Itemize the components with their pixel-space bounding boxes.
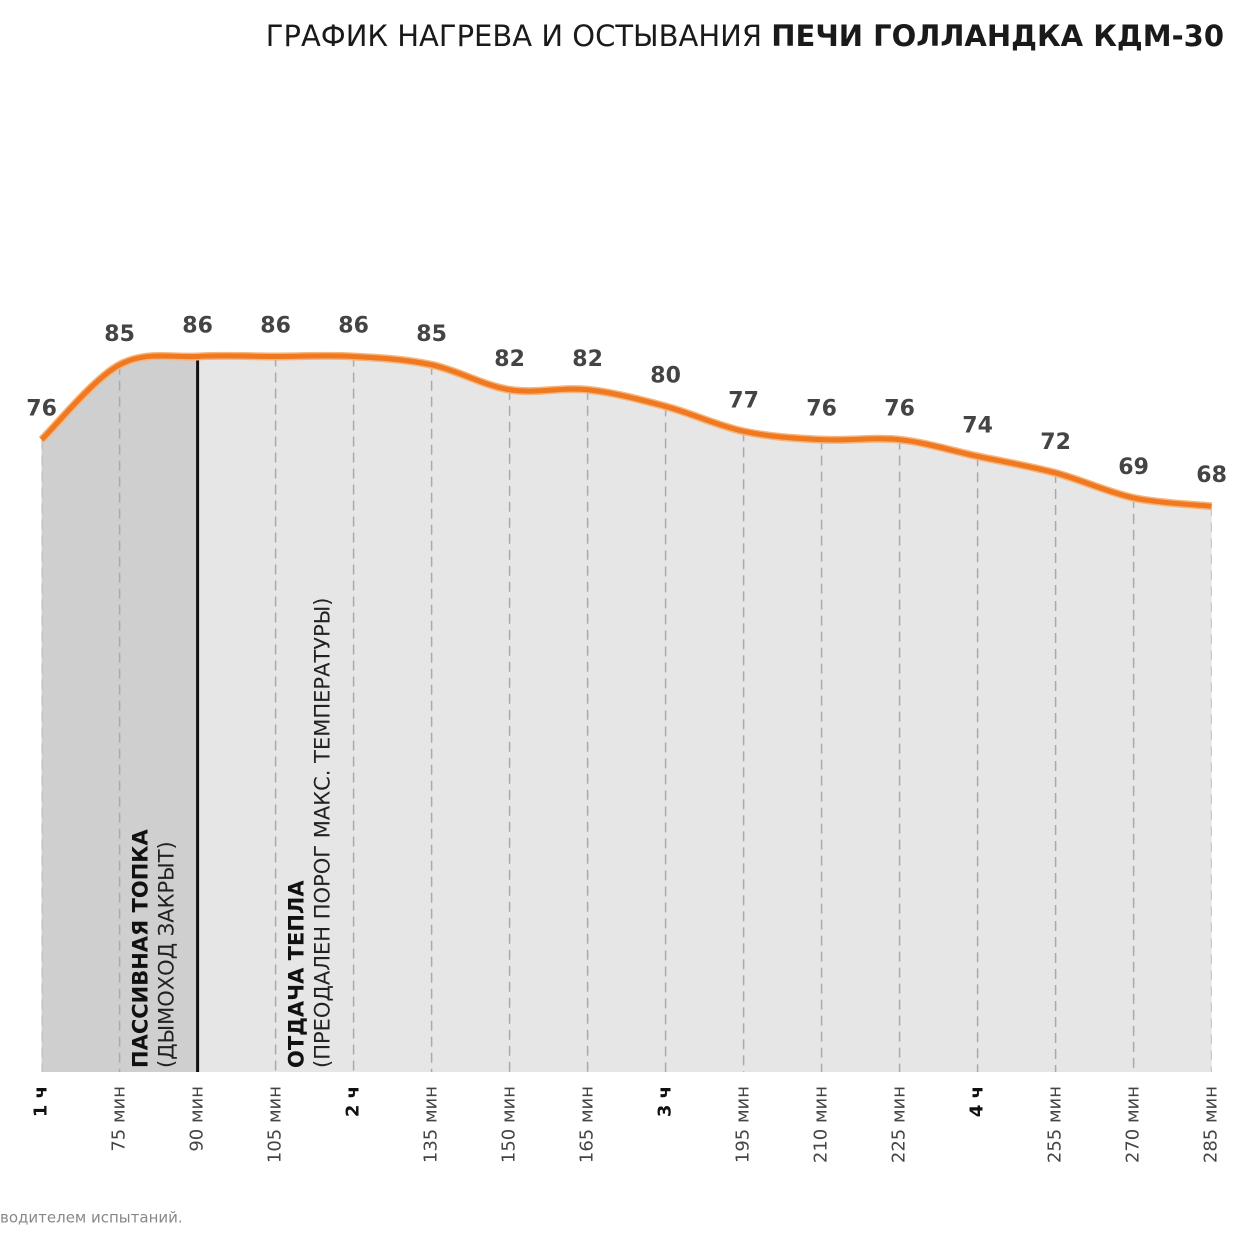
- x-tick-label: 195 мин: [733, 1086, 754, 1163]
- value-label: 76: [884, 397, 915, 422]
- x-tick-label: 270 мин: [1123, 1086, 1144, 1163]
- value-label: 85: [416, 322, 447, 347]
- area: [41, 355, 1212, 1072]
- x-tick-label: 255 мин: [1045, 1086, 1066, 1163]
- value-label: 86: [182, 313, 213, 338]
- annotation-title: ПАССИВНАЯ ТОПКА: [129, 829, 153, 1068]
- x-tick-label: 135 мин: [421, 1086, 442, 1163]
- annotation-text: (ДЫМОХОД ЗАКРЫТ): [155, 841, 179, 1068]
- value-label: 85: [104, 322, 135, 347]
- value-label: 77: [728, 388, 759, 413]
- x-tick-label: 4 ч: [967, 1086, 988, 1117]
- x-tick-label: 3 ч: [655, 1086, 676, 1117]
- value-label: 82: [494, 347, 525, 372]
- value-label: 69: [1118, 455, 1149, 480]
- x-tick-label: 165 мин: [577, 1086, 598, 1163]
- chart-title: ГРАФИК НАГРЕВА И ОСТЫВАНИЯ ПЕЧИ ГОЛЛАНДК…: [266, 19, 1224, 53]
- title-bold: ПЕЧИ ГОЛЛАНДКА КДМ-30: [771, 19, 1224, 53]
- value-label: 82: [572, 347, 603, 372]
- x-tick-label: 210 мин: [811, 1086, 832, 1163]
- value-label: 86: [338, 313, 369, 338]
- x-tick-label: 150 мин: [499, 1086, 520, 1163]
- shaded-region: [41, 355, 198, 1072]
- x-tick-label: 75 мин: [109, 1086, 130, 1152]
- x-tick-label: 105 мин: [265, 1086, 286, 1163]
- line: [39, 353, 1212, 509]
- value-label: 74: [962, 413, 993, 438]
- title-part: ГРАФИК НАГРЕВА И ОСТЫВАНИЯ: [266, 19, 762, 53]
- x-tick-label: 285 мин: [1201, 1086, 1222, 1163]
- annotation-text: (ПРЕОДАЛЕН ПОРОГ МАКС. ТЕМПЕРАТУРЫ): [311, 598, 335, 1068]
- footnote: водителем испытаний.: [0, 1209, 183, 1227]
- value-label: 76: [26, 397, 57, 422]
- x-tick-label: 2 ч: [343, 1086, 364, 1117]
- value-label: 68: [1196, 463, 1227, 488]
- value-label: 72: [1040, 430, 1071, 455]
- value-label: 76: [806, 397, 837, 422]
- x-tick-label: 225 мин: [889, 1086, 910, 1163]
- value-label: 86: [260, 313, 291, 338]
- x-tick-label: 1 ч: [31, 1086, 52, 1117]
- annotation-title: ОТДАЧА ТЕПЛА: [285, 880, 309, 1068]
- x-tick-label: 90 мин: [187, 1086, 208, 1152]
- value-label: 80: [650, 363, 681, 388]
